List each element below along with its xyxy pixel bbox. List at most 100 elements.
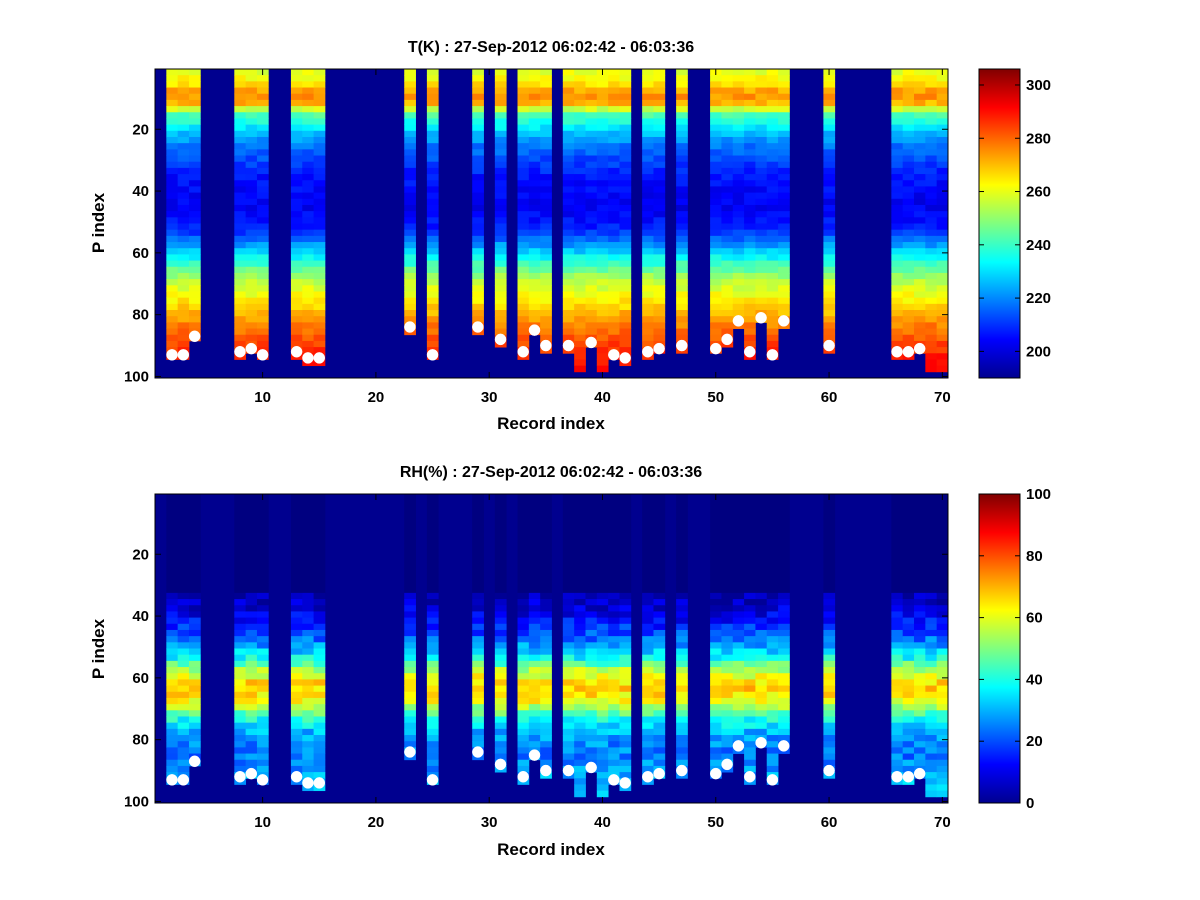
heatmap-cell — [823, 291, 836, 299]
heatmap-cell — [574, 124, 586, 132]
heatmap-cell — [574, 235, 586, 243]
heatmap-cell — [302, 629, 314, 637]
heatmap-cell — [732, 691, 745, 699]
heatmap-cell — [710, 759, 722, 767]
heatmap-cell — [472, 648, 484, 656]
heatmap-cell — [653, 667, 666, 674]
heatmap-cell — [256, 555, 269, 563]
surface-marker — [562, 339, 575, 352]
heatmap-cell — [653, 322, 666, 329]
heatmap-cell — [517, 75, 530, 82]
heatmap-cell — [902, 254, 915, 261]
heatmap-cell — [404, 204, 416, 212]
heatmap-cell — [302, 531, 314, 538]
heatmap-cell — [891, 660, 904, 668]
heatmap-cell — [540, 223, 552, 231]
heatmap-cell — [710, 112, 722, 119]
heatmap-cell — [914, 549, 926, 557]
heatmap-cell — [540, 248, 552, 255]
heatmap-cell — [755, 192, 768, 200]
heatmap-cell — [234, 537, 247, 544]
heatmap-cell — [925, 149, 938, 156]
heatmap-cell — [755, 617, 768, 625]
heatmap-cell — [302, 143, 314, 150]
heatmap-cell — [744, 291, 756, 299]
heatmap-cell — [925, 500, 938, 507]
heatmap-cell — [517, 229, 530, 237]
heatmap-cell — [891, 759, 904, 767]
heatmap-cell — [426, 174, 439, 181]
heatmap-cell — [517, 704, 530, 711]
heatmap-cell — [914, 506, 926, 513]
heatmap-cell — [925, 685, 938, 693]
heatmap-cell — [256, 561, 269, 569]
heatmap-cell — [891, 81, 904, 88]
heatmap-cell — [585, 741, 598, 748]
heatmap-cell — [313, 685, 326, 693]
heatmap-cell — [472, 223, 484, 231]
heatmap-cell — [562, 654, 575, 662]
heatmap-cell — [256, 518, 269, 526]
heatmap-cell — [891, 93, 904, 101]
heatmap-cell — [823, 186, 836, 193]
heatmap-cell — [744, 235, 756, 243]
heatmap-cell — [642, 586, 654, 594]
heatmap-cell — [766, 506, 779, 513]
heatmap-cell — [936, 642, 949, 649]
temperature-profile-column — [823, 69, 836, 354]
heatmap-cell — [778, 555, 790, 563]
heatmap-cell — [721, 180, 734, 187]
heatmap-cell — [426, 642, 439, 649]
heatmap-cell — [653, 716, 666, 724]
heatmap-cell — [902, 629, 915, 637]
heatmap-cell — [562, 704, 575, 711]
heatmap-cell — [472, 106, 484, 113]
heatmap-cell — [540, 753, 552, 761]
heatmap-cell — [290, 217, 303, 224]
heatmap-cell — [234, 549, 247, 557]
heatmap-cell — [925, 728, 938, 736]
heatmap-cell — [540, 537, 552, 544]
heatmap-cell — [494, 710, 507, 717]
heatmap-cell — [778, 112, 790, 119]
heatmap-cell — [494, 555, 507, 563]
heatmap-cell — [404, 291, 416, 299]
heatmap-cell — [710, 310, 722, 317]
heatmap-cell — [245, 260, 258, 268]
heatmap-cell — [642, 654, 654, 662]
heatmap-cell — [778, 130, 790, 138]
heatmap-cell — [290, 328, 303, 336]
heatmap-cell — [891, 204, 904, 212]
heatmap-cell — [256, 506, 269, 513]
heatmap-cell — [290, 340, 303, 348]
heatmap-cell — [596, 180, 609, 187]
heatmap-cell — [177, 87, 190, 95]
heatmap-cell — [744, 623, 756, 631]
heatmap-cell — [256, 310, 269, 317]
heatmap-cell — [528, 580, 541, 588]
heatmap-cell — [234, 229, 247, 237]
heatmap-cell — [256, 512, 269, 520]
heatmap-cell — [188, 106, 201, 113]
surface-marker — [913, 767, 926, 780]
heatmap-cell — [256, 130, 269, 138]
heatmap-cell — [902, 217, 915, 224]
heatmap-cell — [925, 180, 938, 187]
heatmap-cell — [778, 186, 790, 193]
heatmap-cell — [891, 753, 904, 761]
temperature-profile-column — [585, 69, 598, 348]
heatmap-cell — [188, 531, 201, 538]
heatmap-cell — [574, 784, 586, 792]
heatmap-cell — [256, 765, 269, 773]
heatmap-cell — [177, 180, 190, 187]
heatmap-cell — [574, 660, 586, 668]
heatmap-cell — [914, 648, 926, 656]
heatmap-cell — [925, 667, 938, 674]
heatmap-cell — [290, 291, 303, 299]
heatmap-cell — [766, 310, 779, 317]
heatmap-cell — [177, 543, 190, 551]
heatmap-cell — [234, 673, 247, 680]
heatmap-cell — [608, 685, 620, 693]
heatmap-cell — [642, 328, 654, 336]
heatmap-cell — [778, 297, 790, 305]
